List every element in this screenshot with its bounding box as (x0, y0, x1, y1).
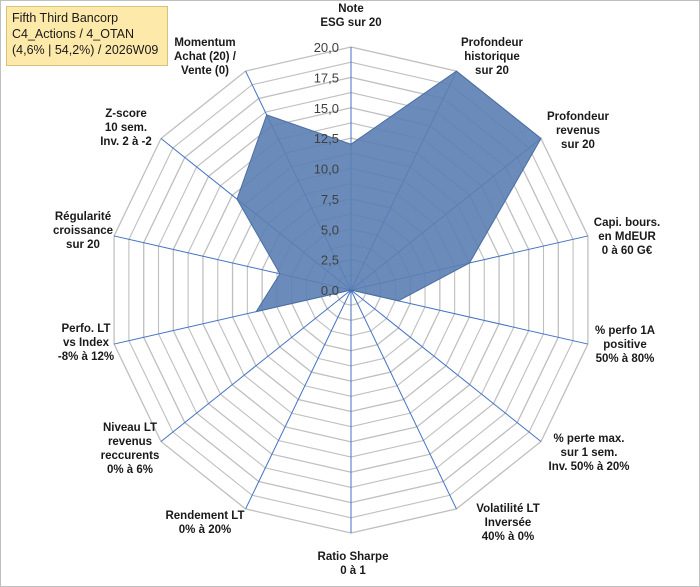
axis-label: % perfo 1A positive 50% à 80% (595, 325, 655, 365)
tick-label: 5,0 (321, 222, 339, 237)
axis-label: Capi. bours. en MdEUR 0 à 60 G€ (594, 217, 660, 257)
tick-label: 10,0 (314, 162, 339, 177)
category-label: C4_Actions / 4_OTAN (12, 27, 135, 41)
axis-label: Perfo. LT vs Index -8% à 12% (58, 323, 114, 363)
axis-label: Ratio Sharpe 0 à 1 (318, 551, 389, 577)
tick-label: 17,5 (314, 70, 339, 85)
radar-series-area (236, 70, 542, 313)
axis-label: Note ESG sur 20 (320, 3, 381, 29)
axis-label: Rendement LT 0% à 20% (165, 510, 244, 536)
axis-label: Profondeur revenus sur 20 (547, 111, 609, 151)
axis-spoke (350, 289, 542, 442)
radar-axis-labels: Note ESG sur 20 Profondeur historique sur 20… (53, 3, 660, 577)
axis-label: Régularité croissance sur 20 (53, 211, 113, 251)
tick-label: 0,0 (321, 283, 339, 298)
axis-label: % perte max. sur 1 sem. Inv. 50% à 20% (549, 433, 630, 473)
axis-label: Momentum Achat (20) / Vente (0) (174, 37, 237, 77)
axis-spoke (350, 289, 457, 510)
tick-label: 12,5 (314, 131, 339, 146)
radar-tick-labels: 0,0 2,5 5,0 7,5 10,0 12,5 15,0 17,5 20,0 (314, 40, 339, 298)
axis-label: Profondeur historique sur 20 (461, 37, 523, 77)
tick-label: 20,0 (314, 40, 339, 55)
axis-label: Volatilité LT Inversée 40% à 0% (476, 503, 539, 543)
axis-spoke (160, 289, 352, 442)
axis-label: Niveau LT revenus reccurents 0% à 6% (101, 422, 160, 476)
tick-label: 15,0 (314, 101, 339, 116)
period-label: (4,6% | 54,2%) / 2026W09 (12, 43, 159, 57)
axis-spoke (245, 289, 352, 510)
company-name: Fifth Third Bancorp (12, 11, 119, 25)
tick-label: 2,5 (321, 253, 339, 268)
axis-label: Z-score 10 sem. Inv. 2 à -2 (100, 108, 152, 148)
tick-label: 7,5 (321, 192, 339, 207)
info-box: Fifth Third Bancorp C4_Actions / 4_OTAN … (6, 6, 168, 66)
